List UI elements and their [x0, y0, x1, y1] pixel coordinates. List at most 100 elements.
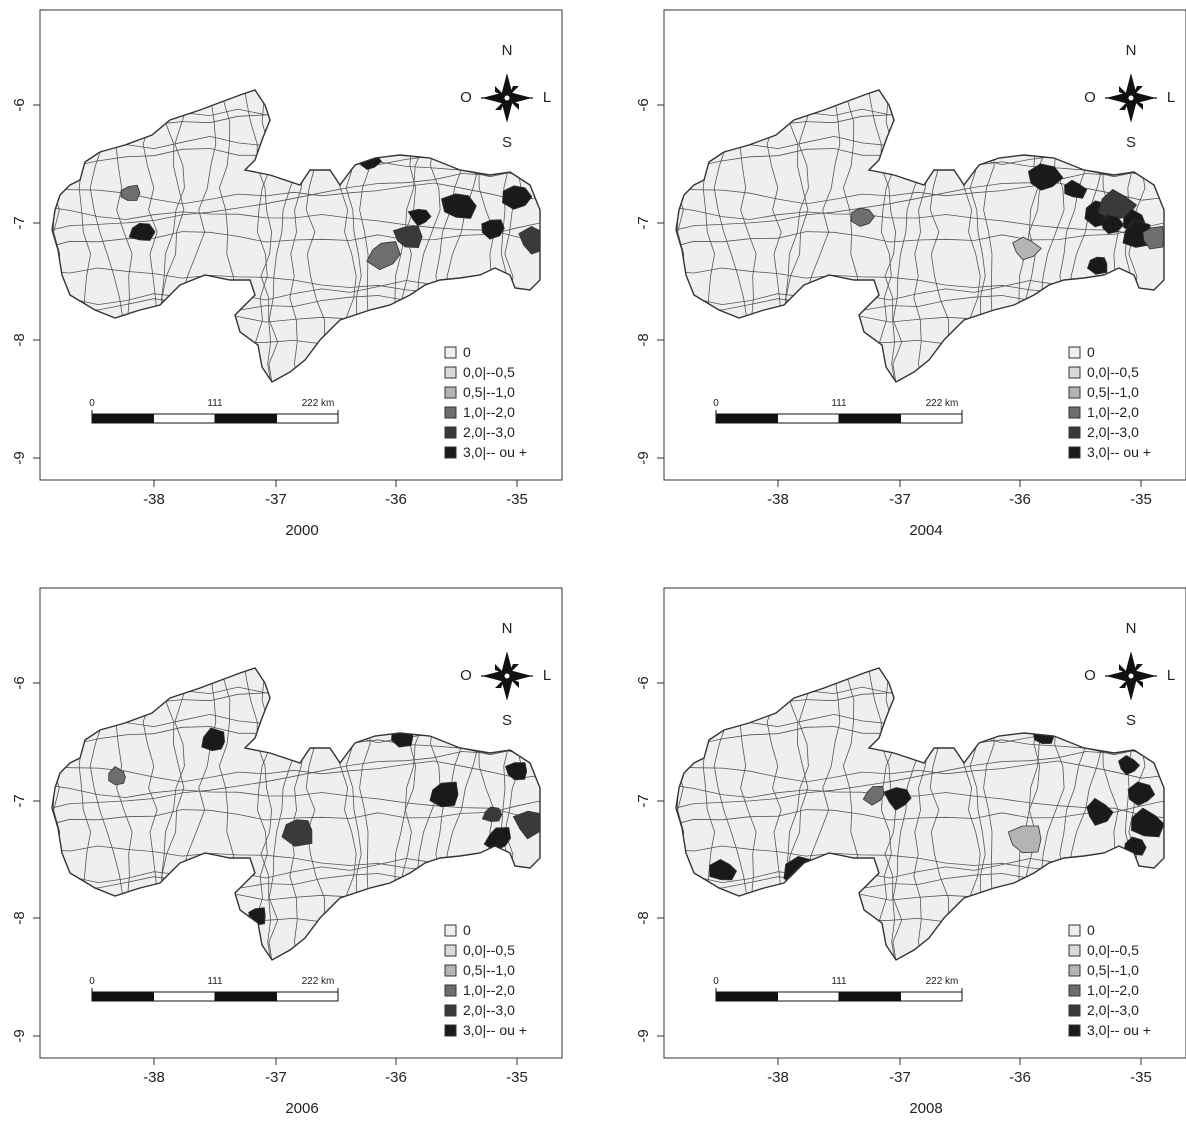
legend-swatch [444, 386, 457, 399]
compass-star-icon [495, 664, 505, 674]
legend-label: 0,5|--1,0 [1087, 384, 1139, 400]
map-panel-2000: N S O L 0 111 222 km 0 0,0|--0,5 0,5|--1,0 1,0|--2… [11, 9, 563, 508]
scale-bar: 0 111 222 km [713, 398, 963, 424]
y-tick-label: -9 [11, 1029, 28, 1042]
legend-swatch [1068, 426, 1081, 439]
scale-label-0: 0 [89, 976, 95, 987]
legend-swatch [1068, 386, 1081, 399]
boundary-line [676, 760, 1164, 783]
legend-swatch [1068, 944, 1081, 957]
legend-label: 1,0|--2,0 [1087, 982, 1139, 998]
year-label-2006: 2006 [285, 1100, 319, 1117]
legend-label: 0,5|--1,0 [463, 962, 515, 978]
legend-label: 1,0|--2,0 [463, 982, 515, 998]
legend-label: 0,0|--0,5 [1087, 942, 1139, 958]
x-tick-label: -38 [767, 1069, 789, 1086]
year-label-2004: 2004 [909, 522, 943, 539]
y-axis: -6 -7 -8 -9 [11, 98, 41, 465]
legend-swatch [444, 426, 457, 439]
compass-star-icon [495, 100, 505, 110]
municipality-highlight [201, 727, 226, 752]
legend-label: 0,0|--0,5 [463, 364, 515, 380]
legend: 0 0,0|--0,5 0,5|--1,0 1,0|--2,0 2,0|--3,0 3,0… [1068, 922, 1151, 1038]
legend-label: 2,0|--3,0 [1087, 424, 1139, 440]
legend-swatch [1068, 924, 1081, 937]
legend-swatch [1068, 406, 1081, 419]
legend-swatch [444, 924, 457, 937]
legend-swatch [444, 944, 457, 957]
x-tick-label: -38 [143, 1069, 165, 1086]
legend-label: 3,0|-- ou + [1087, 444, 1151, 460]
y-tick-label: -6 [635, 676, 652, 689]
boundary-line [52, 760, 540, 783]
compass-east-label: L [1167, 89, 1175, 106]
scale-label-0: 0 [713, 976, 719, 987]
year-label-2008: 2008 [909, 1100, 943, 1117]
municipality-highlight [407, 208, 432, 227]
legend-label: 0 [463, 922, 471, 938]
compass-center [503, 672, 511, 680]
x-tick-label: -37 [889, 491, 911, 508]
compass-center [1127, 94, 1135, 102]
legend-label: 0,5|--1,0 [1087, 962, 1139, 978]
compass-north-label: N [1126, 620, 1137, 637]
legend-swatch [1068, 366, 1081, 379]
x-axis: -38 -37 -36 -35 [143, 1057, 528, 1086]
x-tick-label: -37 [265, 491, 287, 508]
scale-label-0: 0 [713, 398, 719, 409]
compass-star-icon [1133, 678, 1143, 688]
compass-rose [1105, 73, 1157, 123]
municipality-highlight [1007, 825, 1042, 854]
municipality-highlight [481, 219, 505, 240]
compass-north-label: N [502, 620, 513, 637]
municipality-highlight [440, 193, 477, 219]
scale-segment [715, 413, 778, 424]
compass-star-icon [509, 664, 519, 674]
state-outline [675, 667, 1165, 961]
municipality-highlight [505, 762, 528, 781]
scale-segment [900, 991, 963, 1002]
highlighted-municipalities [108, 726, 540, 926]
compass-north-label: N [1126, 42, 1137, 59]
municipality-highlight [1086, 797, 1114, 826]
scale-label-111: 111 [831, 976, 847, 987]
municipality-highlight [1127, 781, 1156, 806]
boundary-line [52, 163, 540, 232]
municipality-highlight [512, 810, 540, 840]
y-tick-label: -9 [11, 451, 28, 464]
x-axis: -38 -37 -36 -35 [767, 1057, 1152, 1086]
state-outline [675, 89, 1165, 383]
state-fill [52, 90, 540, 382]
scale-segment [91, 991, 154, 1002]
scale-segment [900, 413, 963, 424]
legend-label: 0 [1087, 344, 1095, 360]
compass-star-icon [495, 678, 505, 688]
map-panel-2008: N S O L 0 111 222 km 0 0,0|--0,5 0,5|--1,0 1,0|--2… [635, 587, 1186, 1086]
legend-label: 0 [1087, 922, 1095, 938]
municipality-highlight [1012, 236, 1042, 261]
boundary-line [243, 90, 273, 382]
boundary-line [52, 206, 540, 241]
compass-star-icon [1133, 86, 1143, 96]
municipality-highlight [281, 819, 313, 847]
compass-south-label: S [502, 134, 512, 151]
legend: 0 0,0|--0,5 0,5|--1,0 1,0|--2,0 2,0|--3,0 3,0… [444, 922, 527, 1038]
legend-swatch [1068, 984, 1081, 997]
scale-label-222: 222 km [302, 398, 335, 409]
municipality-highlight [1087, 256, 1108, 275]
legend-swatch [1068, 446, 1081, 459]
boundary-line [52, 799, 540, 827]
legend: 0 0,0|--0,5 0,5|--1,0 1,0|--2,0 2,0|--3,0 3,0… [1068, 344, 1151, 460]
x-tick-label: -38 [767, 491, 789, 508]
compass-star-icon [1119, 664, 1129, 674]
legend: 0 0,0|--0,5 0,5|--1,0 1,0|--2,0 2,0|--3,0 3,0… [444, 344, 527, 460]
y-axis: -6 -7 -8 -9 [635, 98, 665, 465]
scale-segment [838, 991, 901, 1002]
scale-bar: 0 111 222 km [713, 976, 963, 1002]
municipality-highlight [1101, 214, 1125, 235]
compass-center [503, 94, 511, 102]
legend-label: 2,0|--3,0 [1087, 1002, 1139, 1018]
municipality-highlight [366, 241, 401, 271]
legend-label: 0 [463, 344, 471, 360]
